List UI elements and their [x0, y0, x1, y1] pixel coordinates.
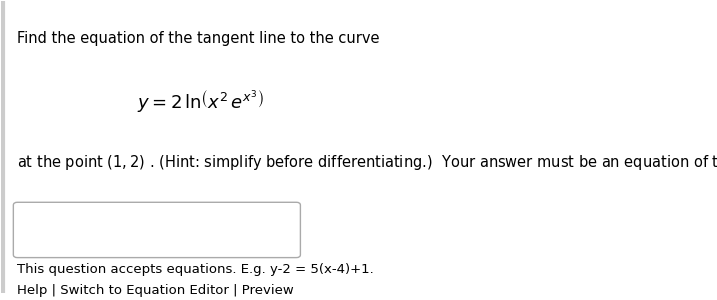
Text: Help | Switch to Equation Editor | Preview: Help | Switch to Equation Editor | Previ… — [17, 284, 294, 297]
Text: $y = 2\,\ln\!\left(x^2\, e^{x^3}\right)$: $y = 2\,\ln\!\left(x^2\, e^{x^3}\right)$ — [138, 89, 264, 116]
Text: This question accepts equations. E.g. y-2 = 5(x-4)+1.: This question accepts equations. E.g. y-… — [17, 263, 374, 276]
Text: at the point $(1, 2)$ . (Hint: simplify before differentiating.)  Your answer mu: at the point $(1, 2)$ . (Hint: simplify … — [17, 153, 717, 172]
Text: Find the equation of the tangent line to the curve: Find the equation of the tangent line to… — [17, 31, 380, 46]
FancyBboxPatch shape — [14, 202, 300, 258]
